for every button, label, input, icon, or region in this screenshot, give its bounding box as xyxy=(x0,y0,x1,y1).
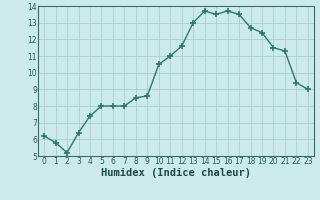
X-axis label: Humidex (Indice chaleur): Humidex (Indice chaleur) xyxy=(101,168,251,178)
